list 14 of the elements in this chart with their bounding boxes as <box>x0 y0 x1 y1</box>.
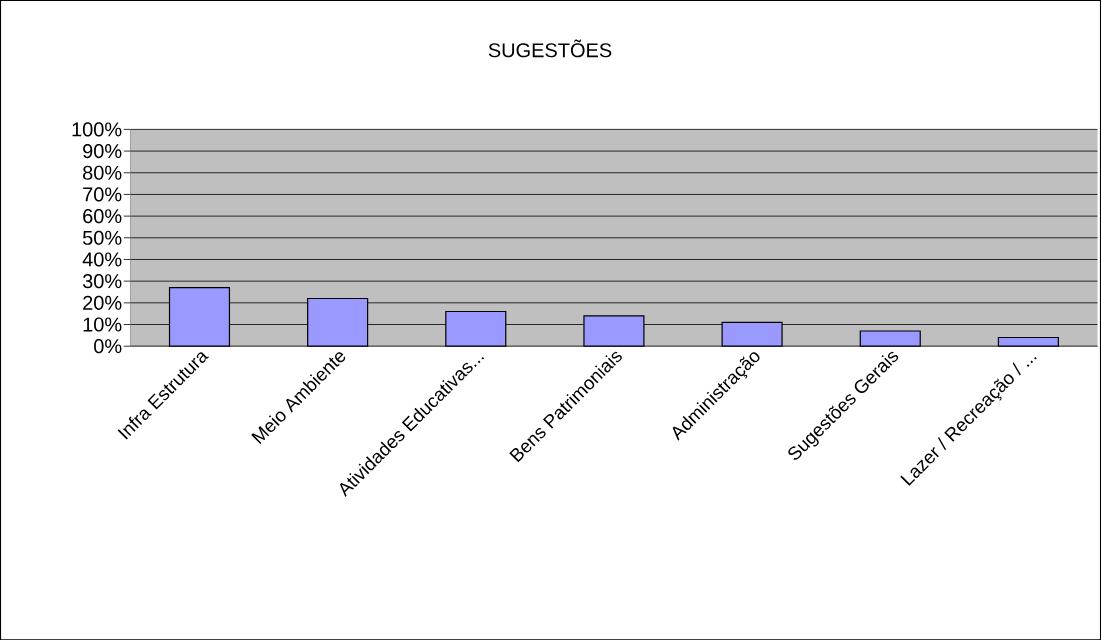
y-tick-label: 20% <box>83 295 122 310</box>
y-tick-label: 30% <box>82 273 122 288</box>
y-tick-label: 90% <box>83 143 122 158</box>
y-tick-label: 40% <box>82 252 122 267</box>
y-tick-label: 60% <box>83 208 122 223</box>
y-tick-label: 10% <box>83 317 122 332</box>
y-tick-label: 80% <box>83 165 122 180</box>
y-tick-label: 0% <box>94 338 122 354</box>
y-tick-label: 70% <box>83 187 122 202</box>
y-tick-label: 50% <box>82 230 122 245</box>
bar <box>859 330 921 347</box>
y-tick-label: 100% <box>72 122 122 137</box>
chart-title: SUGESTÕES <box>488 39 612 58</box>
bar <box>997 336 1059 347</box>
